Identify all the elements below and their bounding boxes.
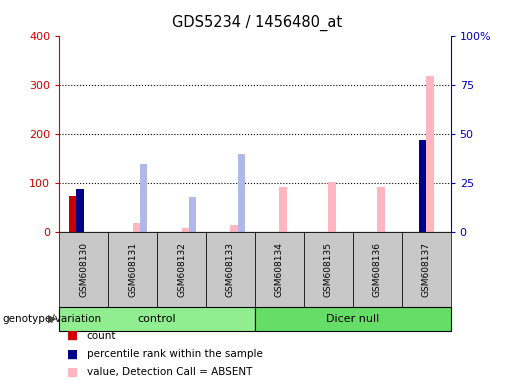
Bar xyxy=(76,189,83,232)
Bar xyxy=(181,228,189,232)
Text: ▶: ▶ xyxy=(48,314,57,324)
Text: GSM608137: GSM608137 xyxy=(422,242,431,297)
Text: GSM608133: GSM608133 xyxy=(226,242,235,297)
Text: genotype/variation: genotype/variation xyxy=(3,314,101,324)
Bar xyxy=(377,187,385,232)
Bar xyxy=(279,187,287,232)
Text: ■: ■ xyxy=(67,329,78,342)
Bar xyxy=(238,154,245,232)
Text: Dicer null: Dicer null xyxy=(326,314,380,324)
Bar xyxy=(419,140,426,232)
Text: GSM608131: GSM608131 xyxy=(128,242,137,297)
Bar xyxy=(69,195,76,232)
Text: percentile rank within the sample: percentile rank within the sample xyxy=(87,349,263,359)
Text: count: count xyxy=(87,331,116,341)
Text: GSM608134: GSM608134 xyxy=(275,242,284,297)
Text: ■: ■ xyxy=(67,366,78,379)
Bar xyxy=(133,223,140,232)
Text: GSM608136: GSM608136 xyxy=(373,242,382,297)
Text: ■: ■ xyxy=(67,348,78,361)
Bar xyxy=(140,164,147,232)
Bar xyxy=(230,225,238,232)
Text: value, Detection Call = ABSENT: value, Detection Call = ABSENT xyxy=(87,367,252,377)
Text: GSM608130: GSM608130 xyxy=(79,242,88,297)
Text: GSM608135: GSM608135 xyxy=(324,242,333,297)
Bar xyxy=(426,76,434,232)
Text: GSM608132: GSM608132 xyxy=(177,242,186,297)
Text: control: control xyxy=(138,314,176,324)
Text: GDS5234 / 1456480_at: GDS5234 / 1456480_at xyxy=(173,15,342,31)
Bar xyxy=(329,182,336,232)
Bar xyxy=(189,197,196,232)
